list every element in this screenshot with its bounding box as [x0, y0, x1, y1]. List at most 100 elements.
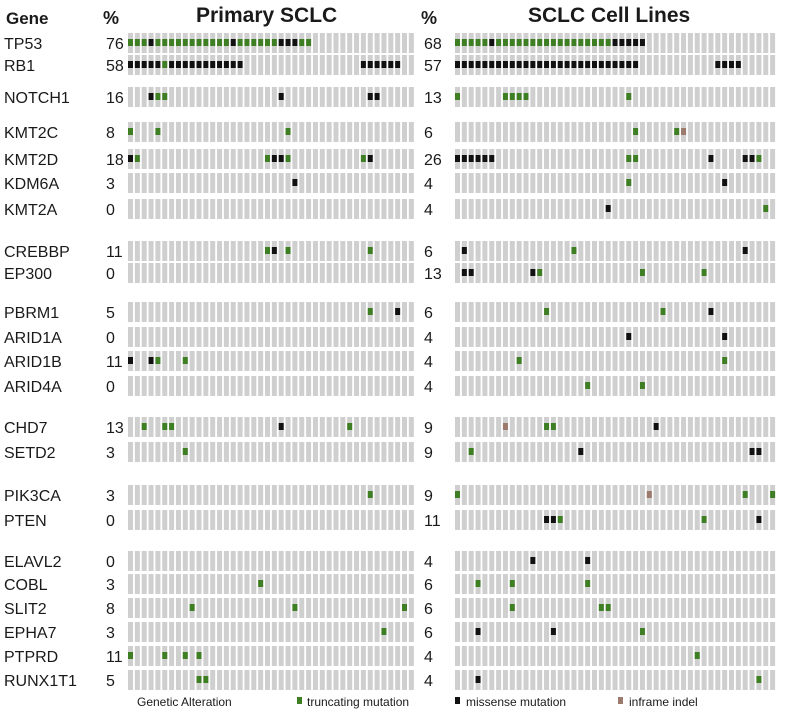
sample-bar — [667, 622, 673, 642]
sample-bar — [646, 351, 652, 371]
sample-bar — [735, 510, 741, 530]
sample-bar — [674, 574, 680, 594]
sample-bar — [155, 574, 161, 594]
sample-bar — [770, 510, 776, 530]
sample-bar — [564, 598, 570, 618]
sample-bar — [203, 417, 209, 437]
sample-bar — [585, 622, 591, 642]
sample-bar — [278, 55, 284, 75]
sample-bar — [694, 417, 700, 437]
sample-bar — [461, 87, 467, 107]
sample-bar — [598, 263, 604, 283]
alteration-mark — [509, 61, 515, 68]
sample-bar — [128, 622, 133, 642]
sample-bar — [468, 173, 474, 193]
sample-bar — [134, 598, 140, 618]
sample-bar — [148, 670, 154, 690]
alteration-mark — [265, 247, 270, 254]
sample-bar — [203, 442, 209, 462]
sample-bar — [475, 417, 481, 437]
sample-bar — [461, 670, 467, 690]
sample-bar — [134, 670, 140, 690]
sample-bar — [175, 598, 181, 618]
sample-bar — [578, 87, 584, 107]
sample-bar — [475, 376, 481, 396]
sample-bar — [578, 351, 584, 371]
gene-label: SETD2 — [4, 445, 56, 462]
sample-bar — [265, 598, 270, 618]
alteration-mark — [674, 128, 680, 135]
sample-bar — [564, 87, 570, 107]
sample-bar — [354, 122, 360, 142]
sample-bar — [571, 622, 577, 642]
sample-bar — [694, 302, 700, 322]
sample-bar — [674, 173, 680, 193]
sample-bar — [395, 327, 401, 347]
sample-bar — [182, 598, 188, 618]
sample-bar — [729, 351, 734, 371]
pct-right: 4 — [424, 176, 433, 193]
sample-bar — [708, 351, 714, 371]
alteration-mark — [544, 39, 550, 46]
sample-bar — [626, 598, 632, 618]
sample-bar — [667, 327, 673, 347]
sample-bar — [544, 87, 550, 107]
sample-bar — [285, 199, 291, 219]
sample-bar — [592, 417, 597, 437]
sample-bar — [319, 485, 325, 505]
sample-bar — [374, 122, 380, 142]
sample-bar — [770, 442, 776, 462]
alteration-mark — [571, 247, 577, 254]
sample-bar — [326, 173, 332, 193]
sample-bar — [502, 173, 508, 193]
sample-bar — [502, 149, 508, 169]
sample-bar — [340, 551, 346, 571]
sample-bar — [653, 485, 659, 505]
sample-bar — [605, 149, 611, 169]
pct-left: 3 — [106, 577, 115, 594]
sample-bar — [340, 55, 346, 75]
sample-bar — [271, 442, 277, 462]
sample-bar — [612, 149, 618, 169]
sample-bar — [271, 122, 277, 142]
sample-bar — [626, 485, 632, 505]
alteration-mark — [285, 247, 291, 254]
sample-bar — [319, 598, 325, 618]
alteration-mark — [265, 39, 270, 46]
pct-left: 0 — [106, 266, 115, 283]
pct-right: 6 — [424, 625, 433, 642]
sample-bar — [402, 442, 407, 462]
sample-bar — [530, 598, 536, 618]
sample-bar — [374, 622, 380, 642]
sample-bar — [367, 351, 373, 371]
sample-bar — [258, 149, 264, 169]
sample-bar — [502, 646, 508, 666]
sample-bar — [347, 241, 353, 261]
sample-bar — [749, 263, 755, 283]
sample-bar — [509, 510, 515, 530]
sample-bar — [564, 551, 570, 571]
sample-bar — [530, 670, 536, 690]
sample-bar — [360, 376, 366, 396]
sample-bar — [299, 646, 305, 666]
sample-bar — [306, 173, 312, 193]
sample-bar — [633, 551, 639, 571]
sample-bar — [408, 417, 414, 437]
sample-bar — [196, 351, 202, 371]
sample-bar — [605, 327, 611, 347]
sample-bar — [306, 417, 312, 437]
sample-bar — [468, 574, 474, 594]
sample-bar — [402, 417, 407, 437]
sample-bar — [285, 598, 291, 618]
sample-bar — [237, 574, 243, 594]
sample-bar — [148, 574, 154, 594]
alteration-mark — [148, 39, 154, 46]
sample-bar — [217, 199, 223, 219]
sample-bar — [612, 510, 618, 530]
alteration-mark — [210, 61, 216, 68]
sample-bar — [175, 417, 181, 437]
sample-bar — [292, 442, 298, 462]
alteration-mark — [455, 491, 460, 498]
sample-bar — [646, 598, 652, 618]
sample-bar — [633, 302, 639, 322]
